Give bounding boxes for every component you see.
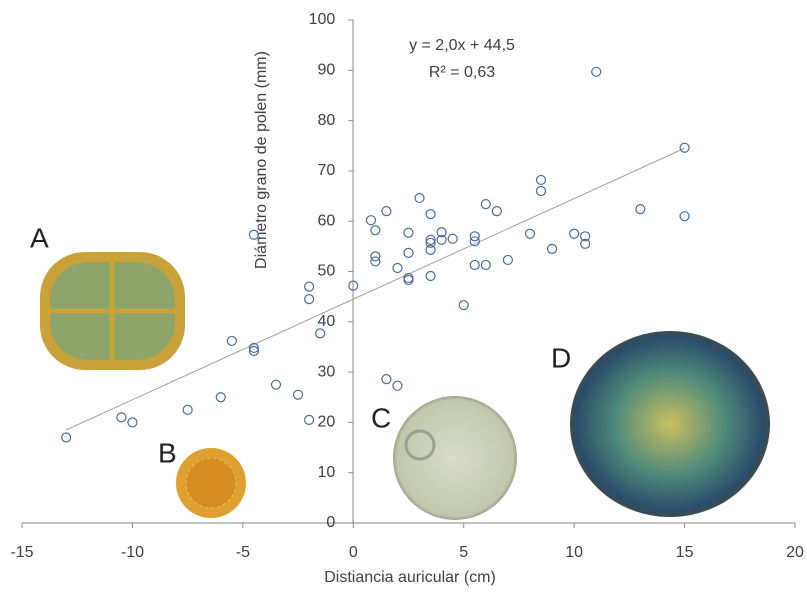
point	[370, 256, 381, 267]
point	[226, 335, 237, 347]
point	[392, 380, 403, 391]
point	[403, 272, 414, 284]
label-a: A	[30, 222, 49, 253]
point	[535, 185, 547, 197]
point	[458, 300, 469, 311]
y-tick-label: 90	[317, 62, 335, 79]
point	[591, 66, 602, 77]
y-tick-label: 50	[317, 263, 335, 280]
y-tick-label: 20	[317, 414, 335, 431]
x-tick-label: -15	[10, 544, 33, 561]
point	[491, 206, 502, 217]
point	[469, 236, 480, 247]
y-tick-label: 80	[317, 112, 335, 129]
y-tick-label: 100	[309, 11, 336, 28]
point	[580, 238, 591, 249]
point	[182, 404, 193, 415]
point	[248, 345, 259, 357]
point	[635, 204, 646, 215]
pollen-illustrations	[40, 252, 770, 520]
point	[381, 374, 392, 385]
point	[403, 227, 414, 238]
label-b: B	[158, 437, 177, 468]
trendline	[65, 147, 685, 431]
point	[580, 231, 591, 242]
r-squared: R² = 0,63	[429, 64, 495, 81]
point	[381, 206, 392, 217]
x-axis-title: Distiancia auricular (cm)	[324, 569, 496, 586]
point	[425, 209, 436, 220]
point	[248, 342, 259, 354]
point	[425, 237, 436, 248]
point	[365, 215, 377, 226]
point	[469, 259, 480, 271]
point	[425, 234, 436, 245]
point	[535, 174, 547, 186]
point	[370, 225, 381, 236]
point	[116, 412, 127, 423]
x-tick-label: -5	[236, 544, 250, 561]
point	[425, 270, 436, 282]
point	[480, 259, 491, 271]
point	[436, 227, 447, 238]
point	[61, 432, 72, 443]
point	[215, 392, 226, 403]
point	[392, 262, 403, 274]
point	[127, 417, 138, 428]
x-tick-label: 20	[786, 544, 804, 561]
point	[569, 228, 580, 239]
point	[679, 211, 690, 222]
point	[436, 234, 447, 245]
x-tick-label: 10	[565, 544, 583, 561]
y-tick-label: 60	[317, 212, 335, 229]
equation: y = 2,0x + 44,5	[409, 37, 515, 54]
point	[502, 254, 513, 266]
x-tick-label: 5	[459, 544, 468, 561]
pollen-c-pore	[404, 429, 436, 461]
point	[425, 244, 436, 255]
point	[447, 233, 458, 244]
point	[315, 328, 326, 339]
y-axis-title: Diámetro grano de polen (mm)	[253, 51, 270, 269]
label-c: C	[371, 402, 391, 433]
point	[304, 414, 315, 425]
point	[480, 198, 491, 210]
y-tick-label: 10	[317, 464, 335, 481]
point	[403, 247, 414, 258]
point	[304, 294, 315, 305]
point	[270, 379, 282, 390]
pollen-d	[570, 331, 770, 517]
x-tick-label: 0	[349, 544, 358, 561]
pollen-b-inner	[185, 457, 237, 509]
x-tick-label: 15	[676, 544, 694, 561]
point	[524, 228, 536, 239]
pollen-c	[393, 396, 517, 520]
y-tick-label: 70	[317, 162, 335, 179]
point	[679, 142, 690, 153]
y-tick-label: 30	[317, 363, 335, 380]
point	[348, 280, 359, 291]
y-tick-label: 0	[326, 514, 335, 531]
point	[414, 192, 425, 204]
point	[546, 243, 558, 254]
y-tick-label: 40	[317, 313, 335, 330]
point	[403, 274, 414, 286]
label-d: D	[551, 342, 571, 373]
point	[469, 231, 480, 242]
point	[370, 251, 381, 262]
point	[248, 229, 259, 240]
point	[304, 281, 315, 292]
x-tick-label: -10	[121, 544, 144, 561]
point	[292, 389, 304, 400]
